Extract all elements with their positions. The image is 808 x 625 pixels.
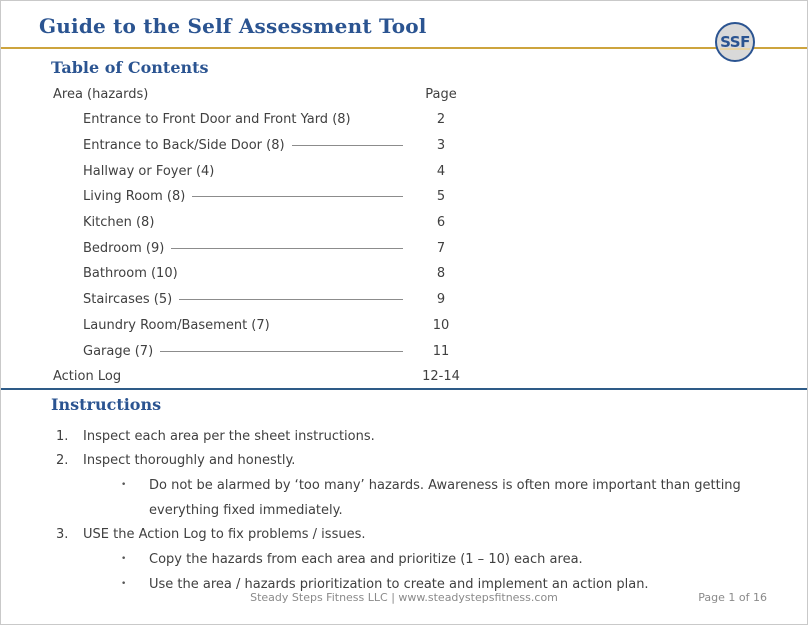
toc-leader-line bbox=[171, 247, 403, 249]
toc-entry-page: 5 bbox=[436, 189, 446, 205]
toc-leader-line bbox=[192, 196, 403, 198]
toc-col-page: Page bbox=[425, 87, 457, 102]
bullet-icon: • bbox=[121, 480, 127, 490]
instruction-item: 1. Inspect each area per the sheet instru… bbox=[1, 425, 807, 449]
instruction-bullet-text: Use the area / hazards prioritization to… bbox=[149, 577, 649, 592]
toc-entry-page: 8 bbox=[436, 266, 446, 282]
toc-entry-label: Kitchen (8) bbox=[83, 215, 155, 231]
instruction-number: 2. bbox=[56, 453, 69, 468]
table-of-contents-section: Table of Contents Area (hazards) Page En… bbox=[1, 58, 807, 390]
toc-leader-spacer bbox=[185, 273, 403, 274]
instructions-section: Instructions 1. Inspect each area per the… bbox=[1, 395, 807, 597]
toc-entry-label: Staircases (5) bbox=[83, 292, 173, 308]
logo-text: SSF bbox=[720, 33, 750, 51]
toc-leader-line bbox=[291, 145, 403, 147]
toc-row: Entrance to Back/Side Door (8) 3 bbox=[53, 133, 471, 159]
page-title: Guide to the Self Assessment Tool bbox=[39, 14, 427, 38]
instruction-item: 3. USE the Action Log to fix problems / i… bbox=[1, 523, 807, 547]
toc-entry-label: Garage (7) bbox=[83, 343, 154, 359]
toc-column-headers: Area (hazards) Page bbox=[53, 86, 471, 104]
toc-row: Laundry Room/Basement (7) 10 bbox=[53, 313, 471, 339]
footer-page-number: Page 1 of 16 bbox=[698, 591, 767, 604]
ssf-logo-icon: SSF bbox=[715, 22, 755, 62]
toc-entry-page: 6 bbox=[436, 215, 446, 231]
footer-company-line: Steady Steps Fitness LLC | www.steadyste… bbox=[250, 591, 558, 604]
toc-entry-page: 12-14 bbox=[422, 369, 460, 385]
toc-row: Bedroom (9) 7 bbox=[53, 235, 471, 261]
instruction-text: USE the Action Log to fix problems / iss… bbox=[83, 527, 366, 542]
toc-row: Hallway or Foyer (4) 4 bbox=[53, 158, 471, 184]
toc-leader-spacer bbox=[161, 222, 403, 223]
toc-entry-page: 4 bbox=[436, 163, 446, 179]
instruction-text: Inspect each area per the sheet instruct… bbox=[83, 429, 375, 444]
instructions-list: 1. Inspect each area per the sheet instru… bbox=[1, 425, 807, 597]
section-divider bbox=[1, 388, 807, 390]
toc-leader-line bbox=[160, 350, 403, 352]
toc-entry-page: 9 bbox=[436, 292, 446, 308]
toc-entry-page: 10 bbox=[432, 317, 450, 333]
toc-leader-spacer bbox=[221, 171, 403, 172]
toc-row: Staircases (5) 9 bbox=[53, 287, 471, 313]
instruction-item: 2. Inspect thoroughly and honestly. bbox=[1, 449, 807, 473]
bullet-icon: • bbox=[121, 579, 127, 589]
toc-col-area: Area (hazards) bbox=[53, 87, 149, 102]
toc-heading: Table of Contents bbox=[51, 58, 209, 77]
toc-entry-label: Action Log bbox=[53, 369, 122, 385]
instructions-heading: Instructions bbox=[51, 395, 162, 414]
instruction-text: Inspect thoroughly and honestly. bbox=[83, 453, 296, 468]
toc-entry-page: 7 bbox=[436, 240, 446, 256]
toc-entry-label: Bathroom (10) bbox=[83, 266, 178, 282]
instruction-bullet-row: • Use the area / hazards prioritization t… bbox=[1, 572, 807, 597]
toc-leader-spacer bbox=[277, 325, 403, 326]
toc-row: Action Log 12-14 bbox=[53, 364, 471, 390]
instruction-number: 3. bbox=[56, 527, 69, 542]
toc-entry-page: 3 bbox=[436, 138, 446, 154]
toc-entry-label: Entrance to Front Door and Front Yard (8… bbox=[83, 112, 351, 128]
toc-leader-spacer bbox=[358, 119, 403, 120]
instruction-bullet-row: • Do not be alarmed by ‘too many’ hazards… bbox=[1, 473, 807, 523]
toc-leader-spacer bbox=[128, 376, 403, 377]
toc-row: Bathroom (10) 8 bbox=[53, 261, 471, 287]
toc-row: Living Room (8) 5 bbox=[53, 184, 471, 210]
toc-entry-page: 2 bbox=[436, 112, 446, 128]
toc-row: Garage (7) 11 bbox=[53, 338, 471, 364]
toc-entry-label: Living Room (8) bbox=[83, 189, 186, 205]
toc-entry-label: Laundry Room/Basement (7) bbox=[83, 317, 270, 333]
instruction-bullet-text: Copy the hazards from each area and prio… bbox=[149, 552, 583, 567]
instruction-bullet-text: Do not be alarmed by ‘too many’ hazards.… bbox=[149, 478, 741, 518]
instruction-bullet-row: • Copy the hazards from each area and pri… bbox=[1, 547, 807, 572]
toc-row: Kitchen (8) 6 bbox=[53, 210, 471, 236]
header-rule bbox=[1, 47, 807, 49]
toc-row: Entrance to Front Door and Front Yard (8… bbox=[53, 107, 471, 133]
bullet-icon: • bbox=[121, 554, 127, 564]
toc-entry-label: Hallway or Foyer (4) bbox=[83, 163, 215, 179]
toc-entry-page: 11 bbox=[432, 343, 450, 359]
page-footer: Steady Steps Fitness LLC | www.steadyste… bbox=[1, 591, 807, 604]
instruction-number: 1. bbox=[56, 429, 69, 444]
toc-rows: Entrance to Front Door and Front Yard (8… bbox=[53, 107, 471, 390]
toc-entry-label: Bedroom (9) bbox=[83, 240, 165, 256]
toc-leader-line bbox=[179, 299, 403, 301]
toc-entry-label: Entrance to Back/Side Door (8) bbox=[83, 138, 285, 154]
